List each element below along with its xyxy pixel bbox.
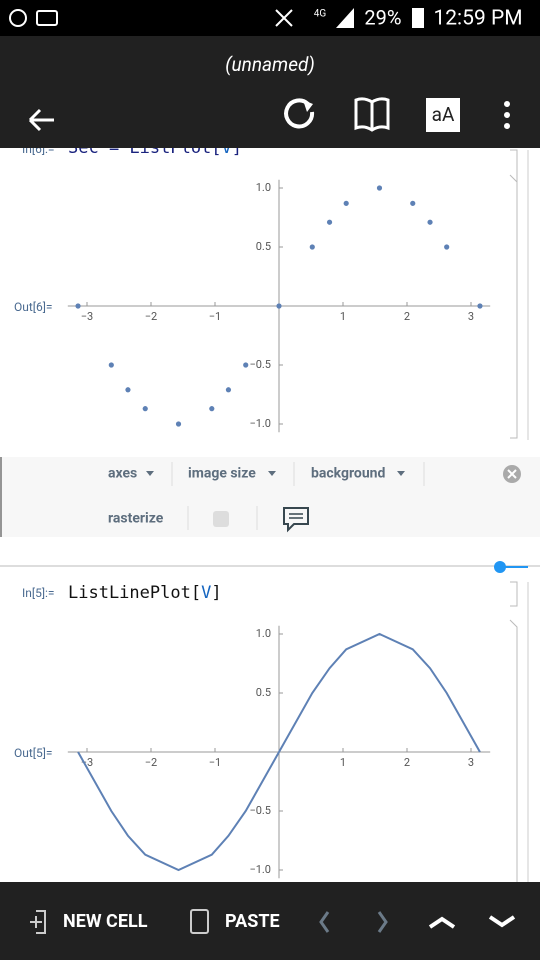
slider-thumb[interactable] xyxy=(494,561,506,573)
point xyxy=(410,200,416,206)
point xyxy=(209,406,215,412)
y-tick-label: 1.0 xyxy=(256,181,271,194)
book-button[interactable] xyxy=(354,97,390,132)
bottom-bar xyxy=(0,882,540,960)
x-tick-label: −2 xyxy=(145,756,157,769)
input-part: ] xyxy=(211,583,221,603)
comment-lines xyxy=(289,513,303,519)
point xyxy=(108,362,114,368)
toolbar-button[interactable]: background xyxy=(311,466,405,482)
down-button[interactable] xyxy=(488,915,516,928)
caret xyxy=(268,471,276,476)
x-tick-label: 2 xyxy=(404,756,410,769)
y-tick-label: −0.5 xyxy=(249,804,271,817)
x-tick-label: 2 xyxy=(404,310,410,323)
output-label: Out[5]= xyxy=(14,746,53,760)
point xyxy=(276,303,282,309)
input-part: ListLinePlot[ xyxy=(68,583,201,603)
plot: −3 −2 −1 1 2 3 −1.0 −0.5 0.5 1.0 xyxy=(67,179,491,433)
paste-button[interactable]: PASTE xyxy=(190,909,280,934)
whatsapp-icon xyxy=(9,9,27,27)
point xyxy=(444,244,450,250)
comment-icon[interactable] xyxy=(283,507,309,533)
button-label: PASTE xyxy=(225,911,280,932)
toolbar xyxy=(0,457,540,537)
y-tick-label: 0.5 xyxy=(256,686,271,699)
line xyxy=(77,632,481,872)
input[interactable]: ListLinePlot[V] xyxy=(68,583,222,603)
signal-icon xyxy=(336,8,354,28)
output-label: Out[6]= xyxy=(14,300,53,314)
point xyxy=(326,219,333,225)
caret xyxy=(397,471,405,476)
font-button[interactable] xyxy=(426,98,460,132)
back-button[interactable] xyxy=(28,108,54,132)
new-cell-button[interactable]: NEW CELL xyxy=(30,910,148,934)
clock: 12:59 PM xyxy=(433,7,522,31)
button-label: image size xyxy=(188,466,256,482)
y-tick-label: −1.0 xyxy=(249,417,271,430)
up-button[interactable] xyxy=(428,916,456,929)
x-tick-label: −1 xyxy=(209,756,221,769)
point xyxy=(243,362,249,368)
input-part: V xyxy=(201,583,211,603)
button-label: NEW CELL xyxy=(63,911,148,932)
mute-icon xyxy=(275,9,293,27)
x-tick-label: 1 xyxy=(340,310,346,323)
point xyxy=(309,244,315,250)
plot: −3 −2 −1 1 2 3 −1.0 −0.5 0.5 1.0 xyxy=(67,625,491,879)
notebook-title: (unnamed) xyxy=(225,53,315,76)
network-type: 4G xyxy=(314,9,327,20)
y-tick-label: 1.0 xyxy=(256,627,271,640)
x-tick-label: 3 xyxy=(468,756,474,769)
point xyxy=(376,185,383,191)
x-tick-label: 1 xyxy=(340,756,346,769)
y-tick-label: −1.0 xyxy=(249,863,271,876)
x-tick-label: −3 xyxy=(81,310,93,323)
point xyxy=(477,303,483,309)
toolbar-button[interactable]: axes xyxy=(108,466,154,482)
reload-button[interactable] xyxy=(284,98,315,129)
status-bar xyxy=(0,0,540,36)
new-cell-icon xyxy=(30,910,46,934)
prev-button[interactable] xyxy=(319,911,330,933)
x-tick-label: −2 xyxy=(145,310,157,323)
x-tick-label: −3 xyxy=(81,756,93,769)
battery-level: 29% xyxy=(364,5,401,29)
reload-arrow xyxy=(303,100,313,112)
caret xyxy=(146,471,154,476)
point xyxy=(175,421,182,427)
point xyxy=(225,387,232,393)
point xyxy=(75,303,81,309)
x-tick-label: −1 xyxy=(209,310,221,323)
point xyxy=(427,219,433,225)
button-label[interactable]: rasterize xyxy=(108,511,164,527)
font-icon: aA xyxy=(432,103,455,126)
y-tick-label: −0.5 xyxy=(249,358,271,371)
point xyxy=(142,406,148,412)
next-button[interactable] xyxy=(377,911,388,933)
input-label: In[5]:= xyxy=(22,586,55,600)
x-tick-label: 3 xyxy=(468,310,474,323)
toolbar-button[interactable]: image size xyxy=(188,466,276,482)
button-label: background xyxy=(311,466,386,482)
button-label: axes xyxy=(108,466,137,482)
y-tick-label: 0.5 xyxy=(256,240,271,253)
close-icon xyxy=(507,469,517,479)
point xyxy=(125,387,131,393)
menu-button[interactable] xyxy=(504,101,510,129)
cell-bracket xyxy=(509,149,518,439)
point xyxy=(343,200,349,206)
voicemail-icon xyxy=(36,10,58,26)
paste-icon xyxy=(190,909,209,934)
disabled-icon xyxy=(213,511,229,527)
cell-bracket xyxy=(509,581,518,882)
battery-icon xyxy=(412,8,424,28)
